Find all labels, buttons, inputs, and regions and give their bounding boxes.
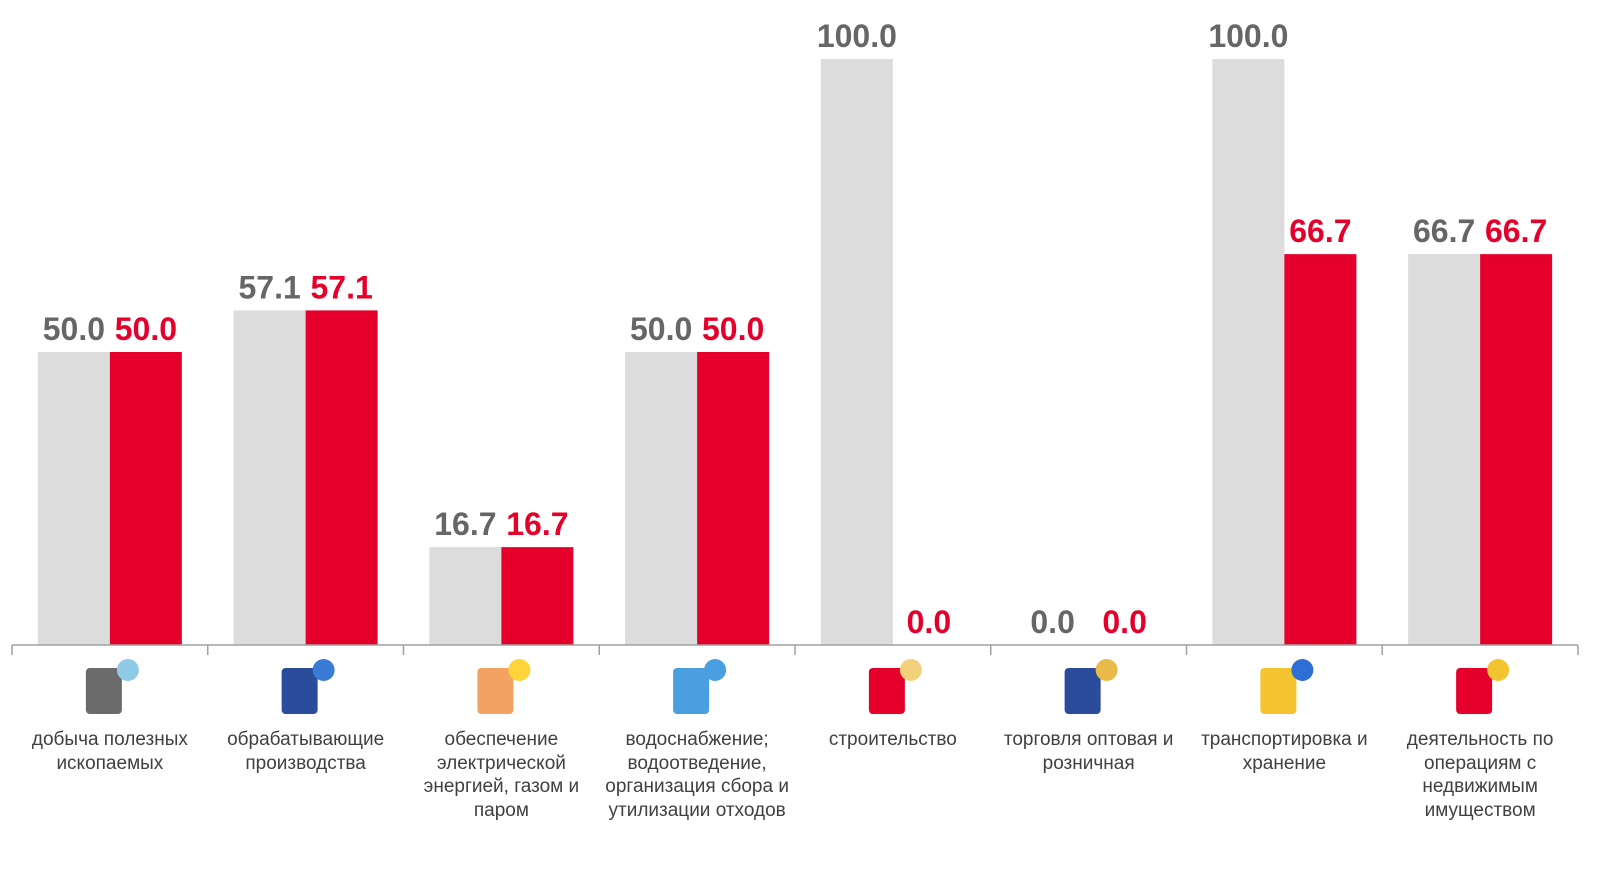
bar	[1284, 254, 1357, 645]
icon	[673, 668, 710, 714]
icon	[1095, 659, 1118, 681]
x-tick-label: водоснабжение; водоотведение, организаци…	[605, 729, 789, 821]
icon	[281, 668, 318, 714]
bar	[109, 352, 182, 645]
value-label: 100.0	[817, 18, 897, 54]
value-label: 57.1	[238, 269, 300, 305]
icon	[116, 659, 139, 681]
bar	[233, 310, 306, 645]
icon	[508, 659, 531, 681]
x-tick-label: торговля оптовая и розничная	[1003, 729, 1174, 774]
value-label: 16.7	[506, 506, 568, 542]
bar	[429, 547, 502, 645]
value-label: 66.7	[1289, 213, 1351, 249]
icon	[85, 668, 122, 714]
bar	[501, 547, 574, 645]
icon	[704, 659, 727, 681]
x-tick-label: деятельность по операциям с недвижимым и…	[1406, 729, 1554, 821]
value-label: 100.0	[1208, 18, 1288, 54]
bar	[1408, 254, 1481, 645]
icon	[1291, 659, 1314, 681]
x-tick-label: обеспечение электрической энергией, газо…	[423, 729, 580, 821]
value-label: 0.0	[907, 604, 951, 640]
value-label: 0.0	[1030, 604, 1074, 640]
bar	[1480, 254, 1553, 645]
icon	[868, 668, 905, 714]
icon	[1260, 668, 1297, 714]
bar	[305, 310, 378, 645]
icon	[477, 668, 514, 714]
value-label: 0.0	[1102, 604, 1146, 640]
bar	[1212, 59, 1285, 645]
value-label: 16.7	[434, 506, 496, 542]
icon	[312, 659, 335, 681]
value-label: 50.0	[630, 311, 692, 347]
value-label: 66.7	[1485, 213, 1547, 249]
bar	[820, 59, 893, 645]
x-tick-label: добыча полезных ископаемых	[31, 729, 188, 774]
icon	[1456, 668, 1493, 714]
x-tick-label: транспортировка и хранение	[1201, 729, 1368, 774]
value-label: 50.0	[702, 311, 764, 347]
value-label: 50.0	[115, 311, 177, 347]
x-tick-label: строительство	[828, 729, 957, 750]
icon	[1487, 659, 1510, 681]
value-label: 57.1	[310, 269, 372, 305]
bar	[625, 352, 698, 645]
icon	[899, 659, 922, 681]
bar	[697, 352, 770, 645]
value-label: 50.0	[43, 311, 105, 347]
bar	[37, 352, 110, 645]
icon	[1064, 668, 1101, 714]
value-label: 66.7	[1413, 213, 1475, 249]
x-tick-label: обрабатывающие производства	[227, 729, 385, 774]
